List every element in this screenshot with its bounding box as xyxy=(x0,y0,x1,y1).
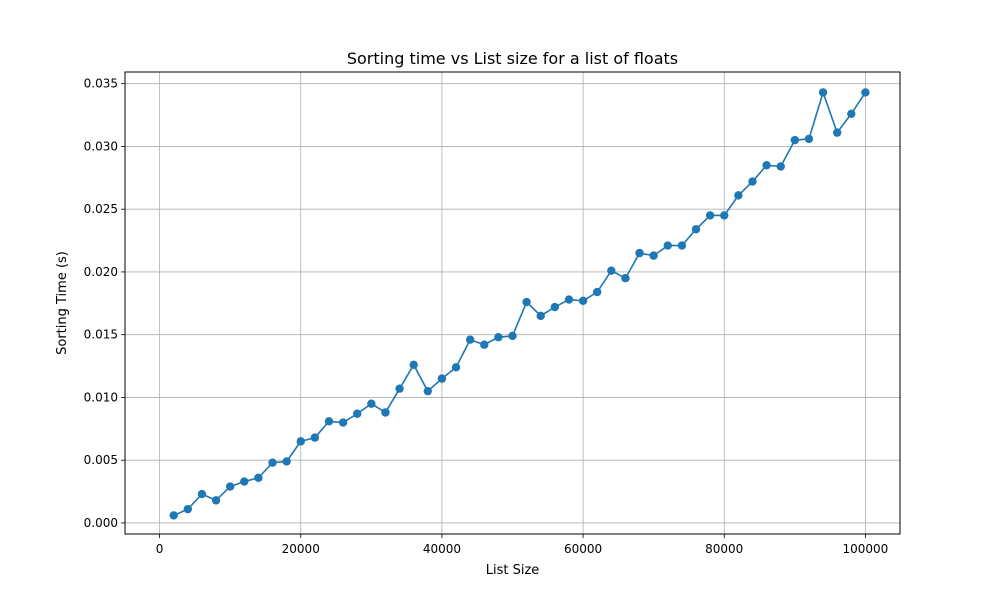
data-point xyxy=(367,399,376,408)
data-point xyxy=(804,134,814,144)
data-point xyxy=(592,287,602,297)
data-point xyxy=(480,340,489,349)
data-point xyxy=(550,302,560,312)
data-point xyxy=(536,311,545,321)
y-axis-label: Sorting Time (s) xyxy=(55,251,70,355)
data-point xyxy=(691,225,701,234)
data-point xyxy=(409,360,418,370)
data-point xyxy=(663,241,672,250)
y-tick-label: 0.005 xyxy=(84,453,118,467)
data-point xyxy=(818,88,828,97)
y-tick-label: 0.010 xyxy=(84,390,118,404)
data-point xyxy=(240,477,249,486)
data-point xyxy=(522,297,531,307)
data-point xyxy=(508,331,517,341)
data-point xyxy=(621,274,630,283)
x-tick-label: 0 xyxy=(156,542,164,556)
data-point xyxy=(310,433,320,442)
data-point xyxy=(677,241,687,250)
data-point xyxy=(324,417,334,426)
y-tick-label: 0.020 xyxy=(84,265,118,279)
data-point xyxy=(649,251,658,260)
x-tick-label: 100000 xyxy=(843,542,889,556)
y-tick-label: 0.035 xyxy=(84,77,118,91)
data-point xyxy=(762,161,771,170)
data-point xyxy=(734,191,743,200)
y-tick-label: 0.025 xyxy=(84,202,118,216)
data-point xyxy=(282,457,291,466)
y-tick-label: 0.015 xyxy=(84,328,118,342)
data-point xyxy=(861,88,870,97)
data-point xyxy=(423,386,433,396)
y-tick-label: 0.000 xyxy=(84,516,118,530)
data-point xyxy=(705,211,715,220)
data-point xyxy=(465,335,475,344)
data-point xyxy=(635,248,644,258)
data-point xyxy=(578,296,588,306)
data-point xyxy=(183,504,193,514)
data-point xyxy=(211,496,221,505)
data-point xyxy=(607,266,616,275)
data-point xyxy=(437,374,447,383)
data-point xyxy=(832,128,842,137)
data-point xyxy=(254,473,263,482)
x-axis-label: List Size xyxy=(486,563,540,578)
data-point xyxy=(169,511,178,520)
series-line xyxy=(173,89,867,517)
grid xyxy=(125,72,900,534)
data-point xyxy=(353,409,362,418)
series-sorting-time xyxy=(169,88,870,520)
data-point xyxy=(776,162,785,171)
chart-title: Sorting time vs List size for a list of … xyxy=(347,49,678,68)
data-point xyxy=(296,437,305,446)
x-tick-label: 20000 xyxy=(282,542,320,556)
x-tick-label: 40000 xyxy=(423,542,461,556)
plot-area-frame xyxy=(124,71,901,535)
data-point xyxy=(790,135,800,145)
y-axis-ticks: 0.000 0.005 0.010 0.015 0.020 0.025 0.030 0.035 xyxy=(84,77,125,530)
x-tick-label: 60000 xyxy=(564,542,602,556)
x-tick-label: 80000 xyxy=(705,542,743,556)
data-point xyxy=(225,482,235,491)
data-point xyxy=(451,363,461,372)
data-point xyxy=(197,489,207,499)
data-point xyxy=(564,295,574,304)
data-point xyxy=(381,408,390,417)
data-point xyxy=(720,211,729,220)
data-point xyxy=(748,177,757,186)
data-point xyxy=(338,418,348,427)
x-axis-ticks: 0 20000 40000 60000 80000 100000 xyxy=(156,534,889,556)
data-point xyxy=(268,458,277,467)
data-point xyxy=(395,384,404,393)
data-point xyxy=(494,333,503,342)
data-point xyxy=(847,109,856,118)
y-tick-label: 0.030 xyxy=(84,139,118,153)
